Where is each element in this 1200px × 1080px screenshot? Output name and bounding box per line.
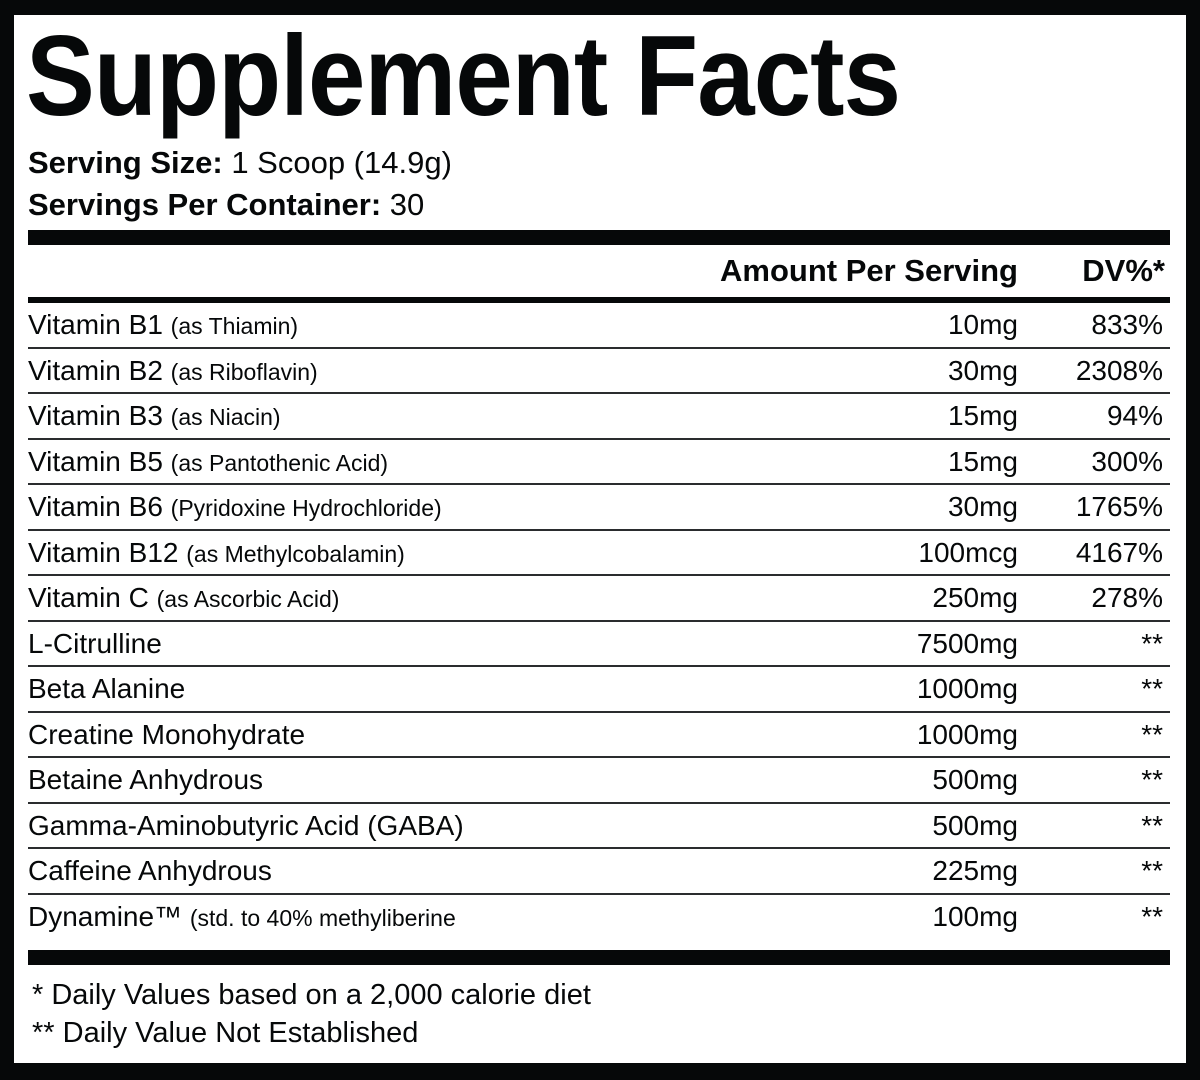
- ingredient-name: Betaine Anhydrous: [28, 758, 263, 803]
- ingredient-dv: 300%: [1091, 445, 1163, 477]
- ingredient-amount: 30mg: [947, 354, 1018, 386]
- ingredient-amount: 500mg: [932, 764, 1018, 795]
- ingredient-dv: **: [1141, 809, 1163, 841]
- ingredient-name: Vitamin B5 (as Pantothenic Acid): [28, 440, 388, 485]
- footnote-daily-values: * Daily Values based on a 2,000 calorie …: [32, 979, 591, 1011]
- ingredient-note: (std. to 40% methyliberine: [189, 904, 456, 931]
- ingredient-label: Vitamin B12: [28, 536, 179, 568]
- ingredient-label: Gamma-Aminobutyric Acid (GABA): [28, 809, 464, 841]
- ingredient-amount: 30mg: [947, 491, 1018, 522]
- ingredient-dv: 94%: [1106, 400, 1163, 431]
- ingredient-name: Dynamine™ (std. to 40% methyliberine: [28, 895, 456, 940]
- ingredient-label: Vitamin B6: [28, 491, 163, 522]
- table-row: Gamma-Aminobutyric Acid (GABA) 500mg **: [28, 804, 1170, 849]
- ingredient-label: Beta Alanine: [28, 673, 186, 704]
- ingredient-label: Vitamin B1: [28, 309, 163, 340]
- ingredient-label: Vitamin B2: [28, 354, 163, 386]
- table-row: Vitamin B12 (as Methylcobalamin) 100mcg 41…: [28, 531, 1170, 576]
- serving-size-value: 1 Scoop (14.9g): [231, 145, 452, 180]
- ingredient-note: (as Methylcobalamin): [186, 540, 405, 567]
- table-row: Vitamin B3 (as Niacin) 15mg 94%: [28, 394, 1170, 440]
- header-divider: [28, 297, 1170, 303]
- ingredient-name: Vitamin B6 (Pyridoxine Hydrochloride): [28, 485, 442, 530]
- ingredient-label: Vitamin C: [28, 582, 149, 613]
- ingredient-amount: 1000mg: [916, 673, 1018, 704]
- table-row: Beta Alanine 1000mg **: [28, 667, 1170, 713]
- table-row: Vitamin B1 (as Thiamin) 10mg 833%: [28, 303, 1170, 349]
- ingredient-amount: 100mcg: [918, 536, 1018, 568]
- ingredient-dv: **: [1141, 627, 1163, 659]
- table-row: Vitamin B6 (Pyridoxine Hydrochloride) 30m…: [28, 485, 1170, 531]
- supplement-facts-panel: Supplement Facts Serving Size: 1 Scoop (…: [14, 15, 1186, 1063]
- table-row: Vitamin C (as Ascorbic Acid) 250mg 278%: [28, 576, 1170, 622]
- ingredient-amount: 15mg: [947, 400, 1018, 431]
- ingredient-amount: 100mg: [932, 900, 1018, 932]
- ingredient-label: Dynamine™: [28, 900, 183, 932]
- ingredient-amount: 15mg: [947, 445, 1018, 477]
- ingredient-label: Caffeine Anhydrous: [28, 855, 272, 886]
- footnote-not-established: ** Daily Value Not Established: [32, 1017, 419, 1049]
- ingredient-amount: 500mg: [932, 809, 1018, 841]
- ingredient-note: (as Pantothenic Acid): [170, 449, 389, 476]
- ingredient-label: Vitamin B3: [28, 400, 163, 431]
- ingredient-name: Vitamin B2 (as Riboflavin): [28, 349, 318, 394]
- ingredient-label: L-Citrulline: [28, 627, 162, 659]
- ingredient-name: Gamma-Aminobutyric Acid (GABA): [28, 804, 464, 849]
- ingredient-dv: **: [1141, 900, 1163, 932]
- ingredient-note: (as Thiamin): [170, 313, 299, 339]
- ingredient-dv: 833%: [1091, 309, 1163, 340]
- table-row: Caffeine Anhydrous 225mg **: [28, 849, 1170, 895]
- title: Supplement Facts: [26, 13, 901, 140]
- ingredient-amount: 250mg: [932, 582, 1018, 613]
- top-divider: [28, 230, 1170, 245]
- ingredient-dv: 278%: [1091, 582, 1163, 613]
- ingredient-name: Vitamin B12 (as Methylcobalamin): [28, 531, 405, 576]
- header-amount: Amount Per Serving: [720, 253, 1018, 288]
- ingredient-note: (as Niacin): [170, 404, 281, 430]
- servings-per-container: Servings Per Container: 30: [28, 187, 424, 223]
- ingredient-amount: 225mg: [932, 855, 1018, 886]
- ingredient-table: Vitamin B1 (as Thiamin) 10mg 833% Vitamin B…: [28, 303, 1170, 940]
- ingredient-label: Betaine Anhydrous: [28, 764, 264, 795]
- ingredient-name: Caffeine Anhydrous: [28, 849, 272, 894]
- serving-size-label: Serving Size:: [28, 145, 223, 180]
- servings-per-container-value: 30: [389, 187, 425, 222]
- table-row: Betaine Anhydrous 500mg **: [28, 758, 1170, 804]
- ingredient-label: Vitamin B5: [28, 445, 163, 477]
- ingredient-dv: 4167%: [1075, 536, 1163, 568]
- ingredient-name: L-Citrulline: [28, 622, 162, 667]
- ingredient-note: (Pyridoxine Hydrochloride): [170, 495, 442, 521]
- ingredient-name: Vitamin C (as Ascorbic Acid): [28, 576, 339, 621]
- table-row: Vitamin B5 (as Pantothenic Acid) 15mg 300%: [28, 440, 1170, 485]
- ingredient-dv: 1765%: [1075, 491, 1163, 522]
- ingredient-name: Creatine Monohydrate: [28, 713, 305, 758]
- table-row: L-Citrulline 7500mg **: [28, 622, 1170, 667]
- ingredient-amount: 7500mg: [916, 627, 1018, 659]
- table-row: Dynamine™ (std. to 40% methyliberine 100m…: [28, 895, 1170, 941]
- ingredient-name: Beta Alanine: [28, 667, 185, 712]
- bottom-divider: [28, 950, 1170, 965]
- ingredient-name: Vitamin B1 (as Thiamin): [28, 303, 298, 348]
- ingredient-dv: **: [1141, 718, 1163, 750]
- table-row: Vitamin B2 (as Riboflavin) 30mg 2308%: [28, 349, 1170, 394]
- ingredient-note: (as Riboflavin): [170, 358, 318, 385]
- serving-size: Serving Size: 1 Scoop (14.9g): [28, 145, 452, 181]
- table-row: Creatine Monohydrate 1000mg **: [28, 713, 1170, 758]
- ingredient-amount: 1000mg: [916, 718, 1018, 750]
- ingredient-dv: **: [1141, 855, 1163, 886]
- ingredient-note: (as Ascorbic Acid): [156, 586, 340, 612]
- header-dv: DV%*: [1082, 253, 1165, 288]
- servings-per-container-label: Servings Per Container:: [28, 187, 382, 222]
- ingredient-dv: 2308%: [1075, 354, 1163, 386]
- ingredient-name: Vitamin B3 (as Niacin): [28, 394, 281, 439]
- ingredient-label: Creatine Monohydrate: [28, 718, 306, 750]
- ingredient-dv: **: [1141, 764, 1163, 795]
- ingredient-amount: 10mg: [947, 309, 1018, 340]
- ingredient-dv: **: [1141, 673, 1163, 704]
